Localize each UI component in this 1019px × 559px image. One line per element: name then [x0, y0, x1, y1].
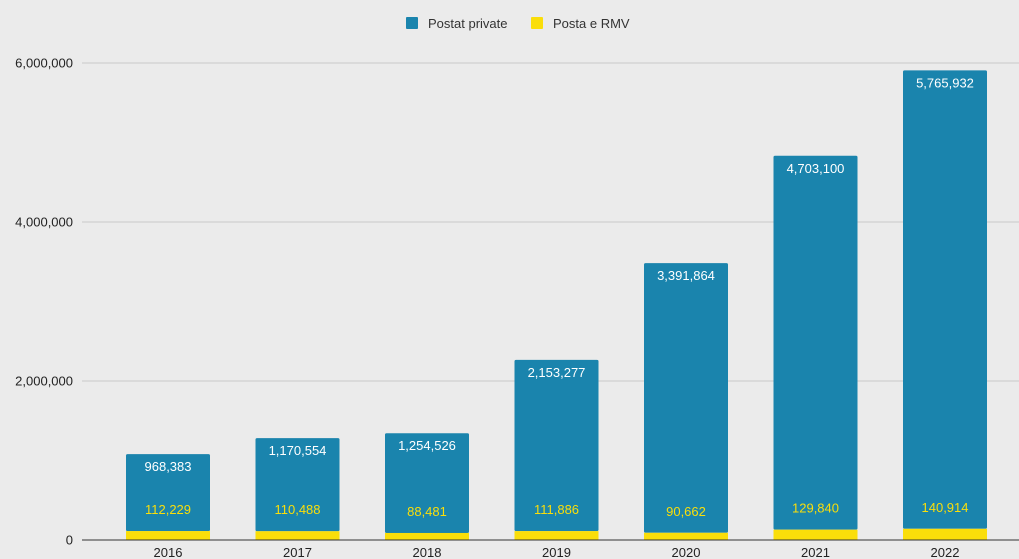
y-tick-label: 6,000,000: [15, 56, 73, 71]
y-tick-label: 2,000,000: [15, 374, 73, 389]
bar-posta-e-rmv: [255, 531, 340, 540]
data-label-posta-e-rmv: 110,488: [274, 502, 320, 517]
x-tick-label: 2022: [931, 545, 960, 559]
data-label-posta-e-rmv: 129,840: [792, 501, 839, 516]
bar-posta-e-rmv: [514, 531, 599, 540]
x-tick-label: 2018: [413, 545, 442, 559]
bars: [126, 70, 987, 540]
axes: 0 2,000,000 4,000,000 6,000,000 2016 2017 2018…: [15, 56, 1019, 559]
data-label-postat-private: 1,254,526: [398, 438, 456, 453]
data-label-postat-private: 968,383: [145, 459, 192, 474]
bar-postat-private: [773, 155, 858, 530]
data-label-postat-private: 3,391,864: [657, 268, 715, 283]
legend-swatch: [406, 17, 418, 29]
bar-posta-e-rmv: [644, 532, 728, 540]
data-label-posta-e-rmv: 140,914: [922, 500, 969, 515]
bar-posta-e-rmv: [773, 529, 858, 540]
bar-postat-private: [255, 438, 340, 532]
data-label-posta-e-rmv: 111,886: [534, 502, 579, 517]
data-labels: 968,383 112,229 1,170,554 110,488 1,254,526 8…: [145, 75, 974, 519]
bar-postat-private: [514, 359, 599, 532]
x-tick-label: 2020: [672, 545, 701, 559]
bar-posta-e-rmv: [385, 532, 469, 540]
legend-label: Posta e RMV: [553, 16, 630, 31]
grid-lines: [82, 62, 1019, 382]
bar-postat-private: [385, 433, 469, 533]
data-label-posta-e-rmv: 88,481: [407, 504, 447, 519]
x-tick-label: 2019: [542, 545, 571, 559]
data-label-postat-private: 4,703,100: [787, 161, 845, 176]
legend-swatch: [531, 17, 543, 29]
bar-postat-private: [126, 454, 210, 532]
data-label-posta-e-rmv: 112,229: [145, 502, 191, 517]
y-tick-label: 0: [66, 533, 73, 548]
x-tick-label: 2021: [801, 545, 830, 559]
x-tick-label: 2016: [154, 545, 183, 559]
legend-label: Postat private: [428, 16, 508, 31]
data-label-postat-private: 1,170,554: [269, 443, 327, 458]
bar-postat-private: [903, 70, 987, 529]
data-label-postat-private: 5,765,932: [916, 75, 974, 90]
bar-posta-e-rmv: [903, 528, 987, 540]
legend: Postat private Posta e RMV: [406, 16, 630, 31]
data-label-posta-e-rmv: 90,662: [666, 504, 706, 519]
x-tick-label: 2017: [283, 545, 312, 559]
data-label-postat-private: 2,153,277: [528, 365, 586, 380]
bar-postat-private: [644, 263, 728, 533]
y-tick-label: 4,000,000: [15, 215, 73, 230]
bar-posta-e-rmv: [126, 531, 210, 540]
